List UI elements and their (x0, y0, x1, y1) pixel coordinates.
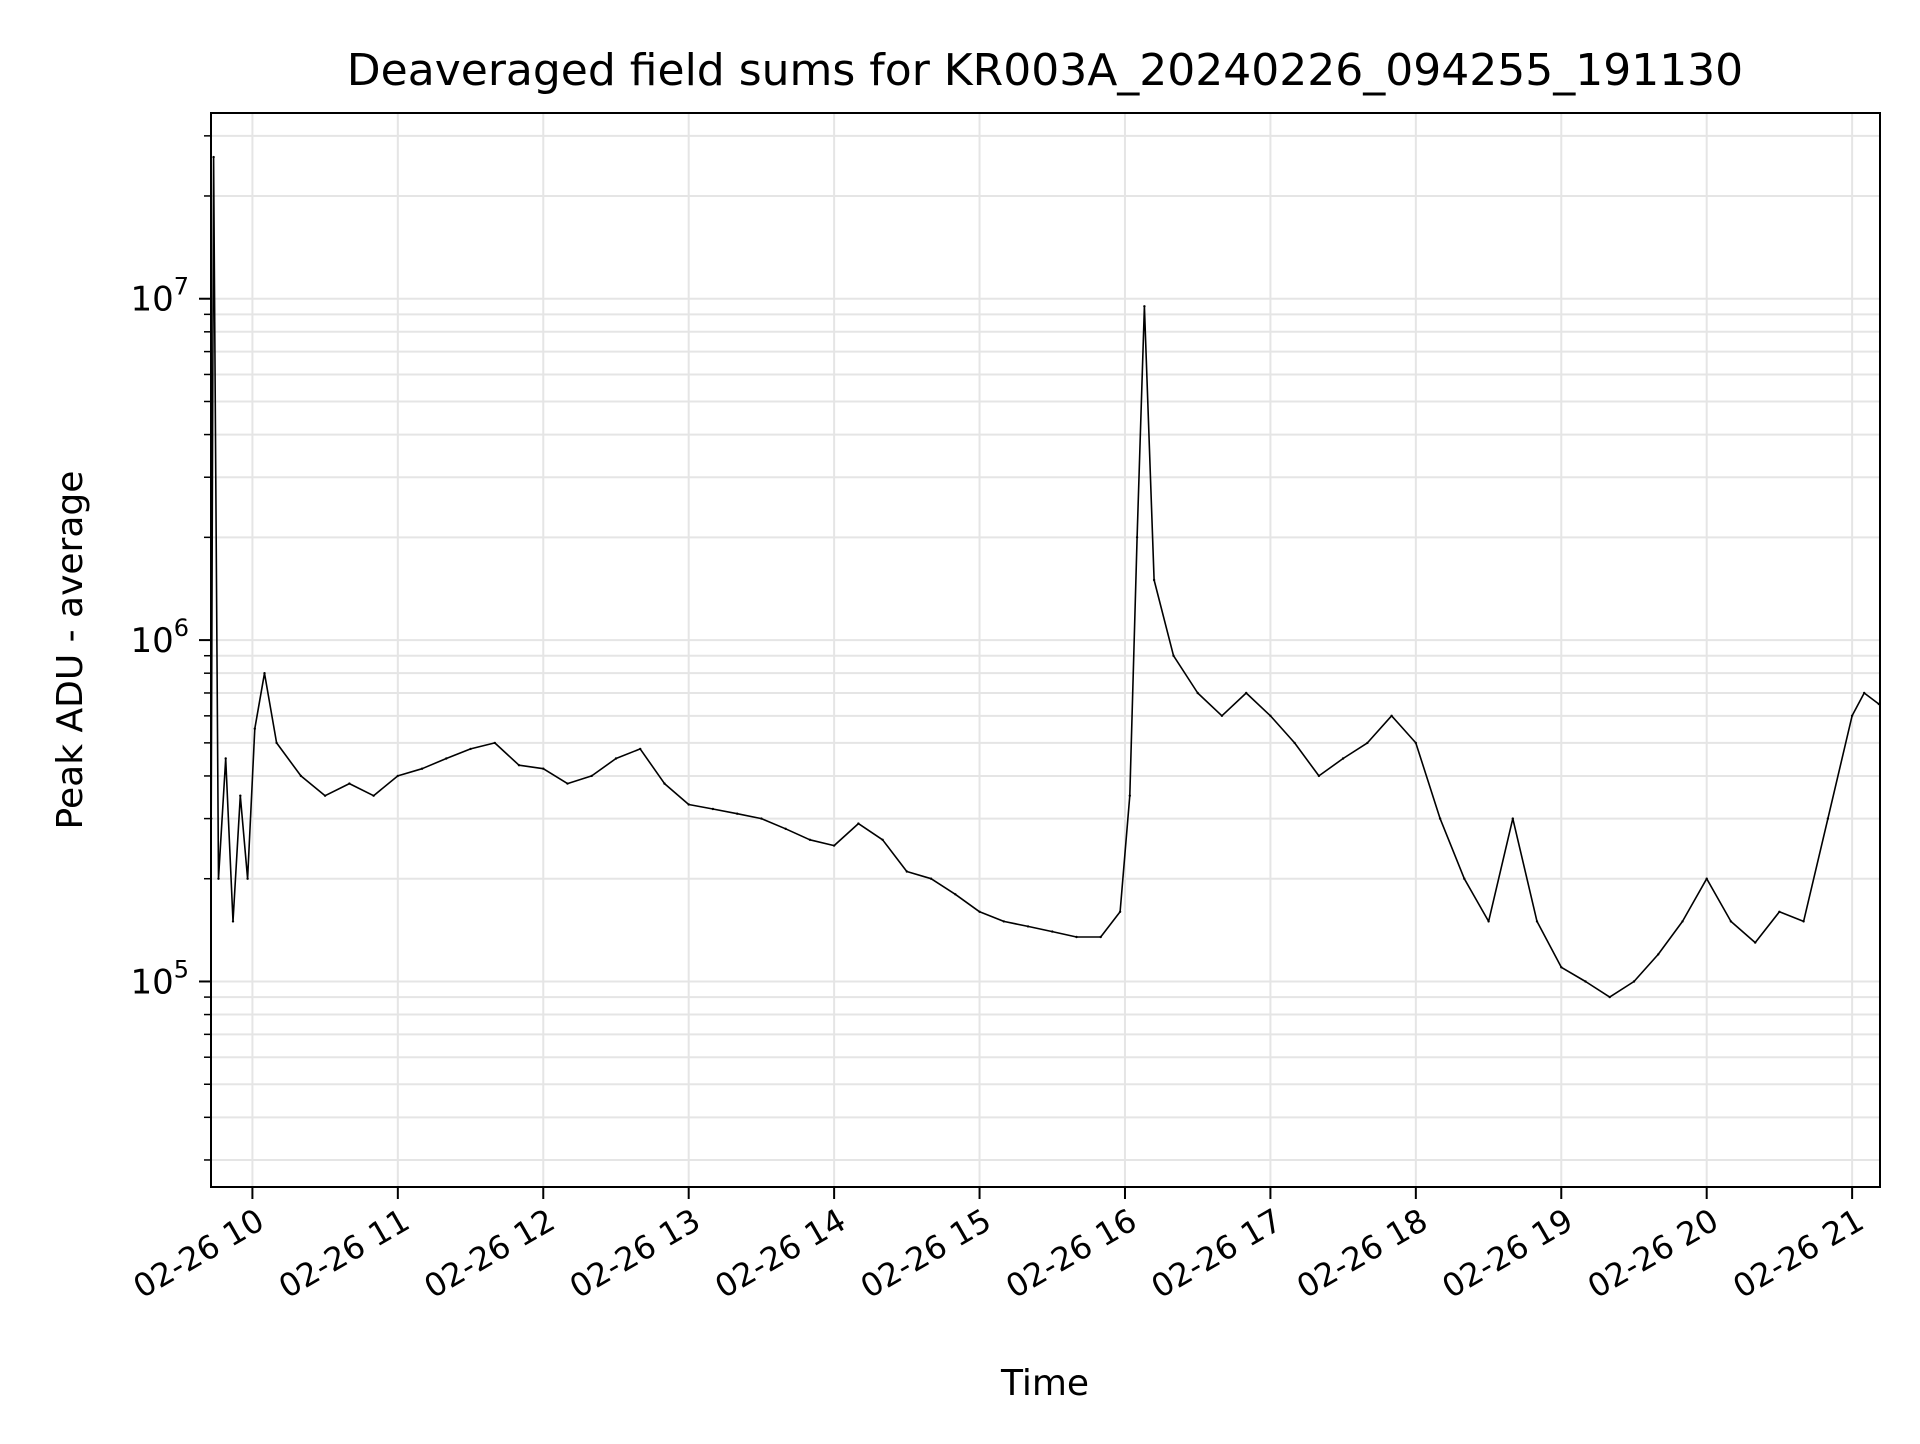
data-point (396, 774, 399, 778)
data-point (246, 877, 249, 880)
data-point (978, 910, 981, 913)
data-point (832, 844, 836, 847)
data-point (1143, 305, 1146, 308)
data-point (1026, 925, 1030, 928)
data-point (1128, 794, 1132, 797)
data-point (614, 757, 618, 760)
y-axis-label: Peak ADU - average (50, 471, 91, 830)
series-layer (210, 155, 1881, 999)
data-point (212, 155, 215, 159)
data-point (663, 782, 666, 785)
data-point (1269, 714, 1272, 717)
data-point (736, 812, 739, 815)
data-point (1245, 691, 1248, 695)
data-point (1317, 774, 1321, 778)
data-point (1850, 714, 1854, 717)
data-point (711, 807, 715, 811)
data-point (1802, 920, 1805, 923)
data-point (1135, 536, 1139, 539)
data-point (542, 767, 545, 770)
data-point (1705, 877, 1708, 880)
data-point (1414, 741, 1418, 745)
data-point (808, 838, 812, 841)
data-point (420, 767, 424, 770)
data-point (1487, 920, 1490, 923)
x-axis-label: Time (1000, 1363, 1089, 1404)
data-point (1220, 714, 1224, 717)
y-tick-exponent: 6 (174, 614, 189, 642)
data-point (639, 747, 642, 751)
plot-frame (210, 112, 1881, 1188)
data-point (905, 870, 908, 873)
data-point (1778, 910, 1781, 913)
data-point (1075, 935, 1078, 939)
data-point (1826, 817, 1830, 820)
series-line (210, 156, 1880, 998)
data-point (517, 764, 521, 767)
data-point (1438, 817, 1442, 820)
data-point (372, 794, 375, 797)
data-point (1118, 910, 1122, 913)
data-point (590, 774, 593, 778)
y-tick-label: 105 (130, 955, 189, 1002)
data-point (263, 672, 266, 675)
data-point (929, 877, 933, 880)
data-point (1152, 578, 1156, 582)
chart-title: Deaveraged field sums for KR003A_2024022… (347, 45, 1743, 96)
y-tick-exponent: 7 (174, 273, 189, 301)
data-point (1632, 980, 1636, 983)
data-point (1366, 741, 1369, 745)
y-tick-label: 107 (130, 273, 189, 320)
data-point (1535, 920, 1539, 923)
data-point (239, 794, 242, 797)
data-point (1608, 995, 1611, 999)
data-point (1754, 941, 1757, 944)
plot-area (211, 113, 1880, 1187)
data-point (1657, 953, 1660, 956)
y-tick-base: 10 (130, 280, 173, 320)
data-point (1681, 920, 1684, 923)
data-point (275, 741, 278, 745)
data-point (784, 827, 787, 830)
data-point (1863, 691, 1866, 695)
data-point (566, 782, 569, 785)
grid (211, 113, 1880, 1187)
data-point (857, 822, 860, 825)
data-point (1196, 691, 1199, 695)
data-point (1511, 817, 1515, 820)
y-tick-label: 106 (130, 614, 189, 661)
data-point (1099, 935, 1102, 939)
data-point (1341, 757, 1345, 760)
data-point (348, 782, 351, 785)
data-point (253, 727, 256, 730)
data-point (217, 877, 220, 880)
y-tick-base: 10 (130, 621, 173, 661)
data-point (687, 803, 690, 806)
data-point (1584, 980, 1587, 983)
data-point (493, 741, 496, 745)
data-point (1172, 654, 1175, 657)
data-point (469, 747, 472, 751)
data-point (1293, 741, 1296, 745)
data-point (1051, 930, 1054, 933)
data-point (299, 774, 303, 778)
data-point (1390, 714, 1393, 717)
data-point (323, 794, 327, 797)
data-point (224, 757, 227, 760)
y-tick-exponent: 5 (174, 955, 189, 983)
data-point (231, 920, 235, 923)
data-point (445, 757, 448, 760)
data-point (1729, 920, 1733, 923)
data-point (1463, 877, 1466, 880)
data-point (1002, 920, 1005, 923)
data-point (954, 893, 957, 896)
data-point (881, 838, 884, 841)
data-point (760, 817, 763, 820)
y-tick-base: 10 (130, 962, 173, 1002)
data-point (1560, 966, 1563, 969)
